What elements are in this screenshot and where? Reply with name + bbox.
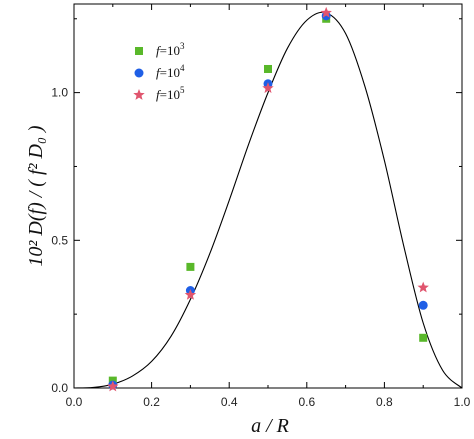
tick-labels: 0.0 0.2 0.4 0.6 0.8 1.0 0.0 0.5 1.0 (51, 86, 470, 409)
data-point-square (419, 333, 428, 342)
legend-entry-f1e5: f=105 (133, 85, 185, 102)
x-tick-label: 0.8 (376, 395, 393, 409)
plot-frame (73, 3, 463, 389)
data-point-star (262, 82, 274, 94)
y-tick-label: 0.5 (51, 233, 68, 247)
y-tick-label: 1.0 (51, 86, 68, 100)
x-tick-label: 0.0 (66, 395, 83, 409)
legend-eq: =10 (160, 43, 180, 58)
legend-label-f1e4: f=104 (156, 63, 185, 80)
data-markers (107, 6, 429, 392)
legend-label-f1e5: f=105 (156, 85, 185, 102)
legend-base: f (156, 43, 162, 58)
legend-eq: =10 (160, 65, 180, 80)
legend-eq: =10 (160, 87, 180, 102)
data-point-star (320, 6, 332, 18)
legend-base: f (156, 87, 162, 102)
legend-exp: 3 (180, 41, 185, 51)
y-tick-label: 0.0 (51, 381, 68, 395)
x-tick-label: 0.4 (221, 395, 238, 409)
data-point-star (184, 288, 197, 300)
legend-exp: 4 (180, 63, 185, 73)
x-axis-label: a / R (251, 415, 289, 437)
data-point-circle (418, 300, 428, 310)
x-tick-label: 0.6 (298, 395, 315, 409)
legend-entry-f1e3: f=103 (135, 41, 185, 58)
data-point-square (186, 262, 195, 271)
legend-label-f1e3: f=103 (156, 41, 185, 58)
x-tick-label: 0.2 (143, 395, 160, 409)
data-point-star (107, 380, 119, 392)
legend-marker-circle (134, 68, 144, 78)
data-point-square (264, 64, 272, 73)
legend-marker-star (133, 89, 145, 100)
legend: f=103 f=104 f=105 (133, 41, 185, 102)
axis-ticks (73, 4, 463, 389)
y-axis-label-group: 10² D(f) / ( f² D₀ ) (25, 125, 47, 266)
legend-marker-square (135, 47, 143, 55)
legend-exp: 5 (180, 85, 185, 95)
x-tick-label: 1.0 (454, 395, 471, 409)
legend-base: f (156, 65, 162, 80)
data-point-star (417, 281, 429, 293)
legend-entry-f1e4: f=104 (134, 63, 185, 80)
y-axis-label: 10² D(f) / ( f² D₀ ) (25, 125, 47, 266)
